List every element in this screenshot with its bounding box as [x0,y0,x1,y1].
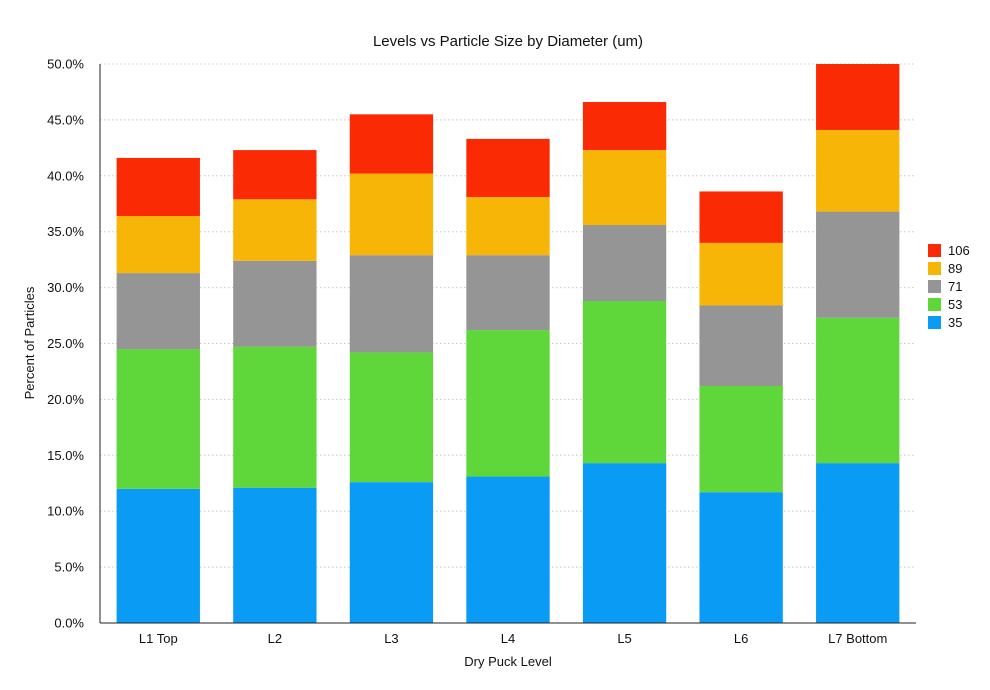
bar-segment [582,150,667,225]
legend-label: 71 [948,279,962,294]
bar-segment [699,191,783,243]
bar-segment [582,301,667,464]
x-tick-label: L2 [268,631,282,646]
legend-swatch [928,280,941,293]
y-tick-label: 15.0% [47,448,84,463]
bars [116,64,900,623]
legend-label: 35 [948,315,962,330]
y-tick-label: 50.0% [47,57,84,72]
legend-label: 89 [948,261,962,276]
bar-segment [816,317,900,464]
y-tick-label: 45.0% [47,112,84,127]
bar-segment [466,138,550,198]
bar-segment [816,463,900,623]
bar-segment [582,224,667,302]
legend-swatch [928,298,941,311]
x-axis-ticks: L1 Top L2 L3 L4 L5 L6 L7 Bottom [139,631,887,646]
bar-segment [116,349,200,489]
bar-segment [233,346,317,488]
legend-swatch [928,244,941,257]
bar-segment [816,129,900,212]
legend: 106 89 71 53 35 [928,243,970,330]
y-tick-label: 30.0% [47,280,84,295]
x-tick-label: L1 Top [139,631,178,646]
y-tick-label: 35.0% [47,224,84,239]
y-tick-label: 40.0% [47,168,84,183]
bar-segment [699,242,783,306]
y-axis-ticks: 0.0% 5.0% 10.0% 15.0% 20.0% 25.0% 30.0% 35.0% 40… [47,57,84,631]
bar-segment [699,385,783,493]
legend-label: 53 [948,297,962,312]
x-tick-label: L7 Bottom [828,631,887,646]
bar-segment [116,157,200,217]
bar-segment [582,463,667,623]
x-tick-label: L5 [617,631,631,646]
axes [99,64,916,624]
x-tick-label: L3 [384,631,398,646]
legend-swatch [928,316,941,329]
bar-segment [699,492,783,623]
legend-label: 106 [948,243,970,258]
x-axis-title: Dry Puck Level [464,654,552,669]
y-tick-label: 5.0% [54,560,84,575]
bar-segment [233,150,317,200]
chart-title: Levels vs Particle Size by Diameter (um) [373,33,643,50]
bar-segment [116,488,200,623]
bar-segment [582,102,667,151]
y-tick-label: 20.0% [47,392,84,407]
legend-swatch [928,262,941,275]
bar-segment [233,199,317,261]
bar-segment [349,482,434,623]
bar-segment [233,260,317,347]
x-tick-label: L6 [734,631,748,646]
bar-segment [466,197,550,256]
bar-segment [816,211,900,318]
bar-segment [466,476,550,623]
y-tick-label: 25.0% [47,336,84,351]
bar-segment [816,64,900,130]
bar-segment [466,330,550,477]
y-tick-label: 10.0% [47,504,84,519]
bar-segment [116,216,200,274]
bar-segment [349,173,434,256]
bar-segment [233,487,317,623]
bar-segment [349,255,434,353]
bar-segment [116,273,200,350]
bar-segment [349,114,434,174]
y-tick-label: 0.0% [54,616,84,631]
bar-segment [466,255,550,331]
y-axis-title: Percent of Particles [22,286,37,399]
x-tick-label: L4 [501,631,515,646]
bar-segment [349,352,434,483]
bar-segment [699,305,783,386]
